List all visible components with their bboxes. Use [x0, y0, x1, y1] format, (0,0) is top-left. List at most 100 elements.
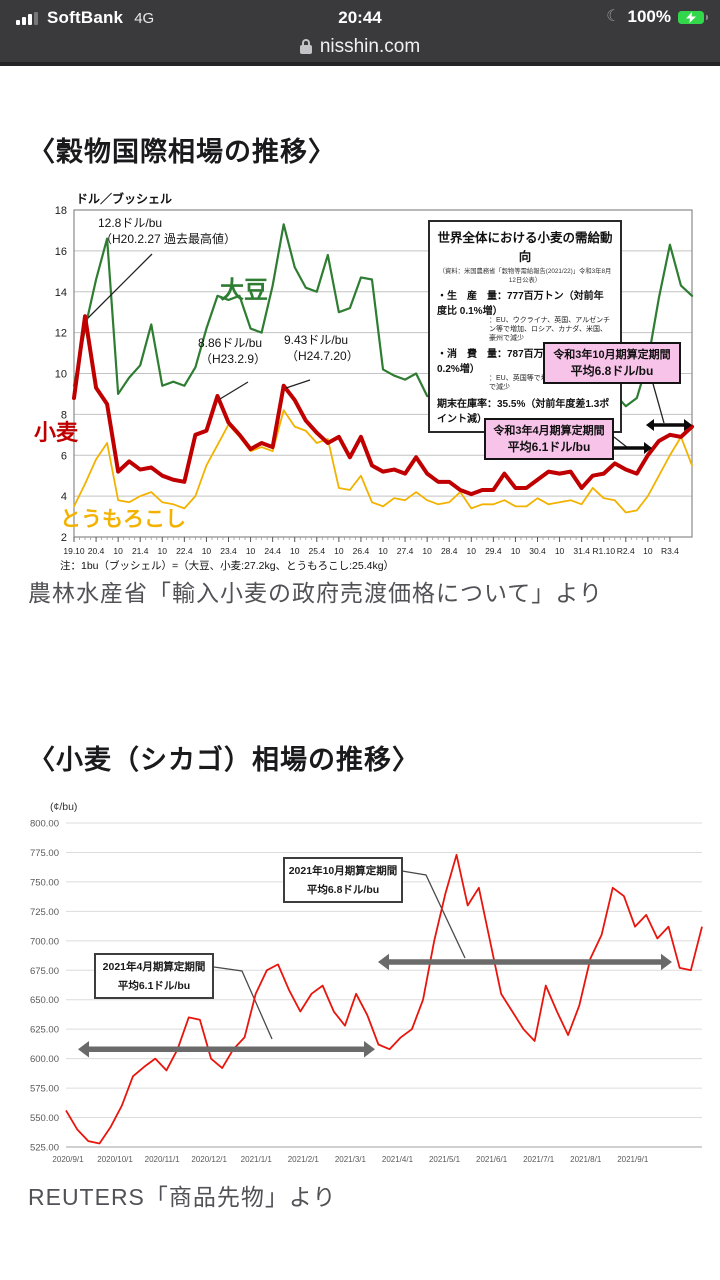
svg-text:10: 10 — [290, 546, 300, 556]
infobox-production: ・生 産 量：777百万トン（対前年度比 0.1%増） — [437, 291, 604, 317]
svg-text:注：1bu（ブッシェル）=（大豆、小麦:27.2kg、とうも: 注：1bu（ブッシェル）=（大豆、小麦:27.2kg、とうもろこし:25.4kg… — [60, 559, 394, 572]
svg-text:20.4: 20.4 — [88, 546, 105, 556]
infobox-production-detail: ：EU、ウクライナ、英国、アルゼンチン等で増加、ロシア、カナダ、米国、豪州で減少 — [489, 317, 611, 342]
svg-text:2020/10/1: 2020/10/1 — [97, 1155, 133, 1164]
svg-text:10: 10 — [511, 546, 521, 556]
svg-text:2021/5/1: 2021/5/1 — [429, 1155, 461, 1164]
svg-text:550.00: 550.00 — [30, 1113, 59, 1124]
svg-text:800.00: 800.00 — [30, 819, 59, 830]
svg-text:14: 14 — [55, 287, 67, 299]
svg-text:31.4: 31.4 — [573, 546, 590, 556]
svg-text:10: 10 — [55, 369, 67, 381]
svg-text:8: 8 — [61, 409, 67, 421]
svg-text:625.00: 625.00 — [30, 1025, 59, 1036]
svg-text:2021/1/1: 2021/1/1 — [241, 1155, 273, 1164]
wheat-supply-demand-infobox: 世界全体における小麦の需給動向 （資料：米国農務省「穀物等需給報告(2021/2… — [428, 220, 622, 433]
svg-text:2021/9/1: 2021/9/1 — [617, 1155, 649, 1164]
clock: 20:44 — [338, 8, 382, 27]
focus-moon-icon: ☾ — [606, 8, 621, 25]
svg-text:4: 4 — [61, 491, 67, 503]
svg-text:650.00: 650.00 — [30, 995, 59, 1006]
svg-text:2021/4/1: 2021/4/1 — [382, 1155, 414, 1164]
svg-text:24.4: 24.4 — [264, 546, 281, 556]
svg-text:ドル／ブッシェル: ドル／ブッシェル — [76, 192, 172, 206]
svg-text:10: 10 — [378, 546, 388, 556]
period-box-oct-r3: 令和3年10月期算定期間 平均6.8ドル/bu — [543, 342, 681, 384]
grain-international-chart: 2 4 6 8 10 12 14 16 18 ドル／ブッシェル 19.10 20.4 10 21.4 10 2… — [20, 192, 700, 580]
svg-text:21.4: 21.4 — [132, 546, 149, 556]
svg-text:725.00: 725.00 — [30, 907, 59, 918]
svg-text:10: 10 — [113, 546, 123, 556]
carrier-label: SoftBank — [47, 8, 124, 27]
period-box-2021-apr: 2021年4月期算定期間 平均6.1ドル/bu — [94, 953, 214, 999]
battery-charging-icon — [678, 10, 708, 24]
status-right: ☾ 100% — [606, 7, 708, 27]
chicago-chart-svg: 800.00 775.00 750.00 725.00 700.00 675.00 650.… — [30, 801, 703, 1164]
svg-text:27.4: 27.4 — [397, 546, 414, 556]
svg-text:25.4: 25.4 — [309, 546, 326, 556]
svg-text:675.00: 675.00 — [30, 966, 59, 977]
status-bar-row: SoftBank 4G 20:44 ☾ 100% — [0, 0, 720, 34]
annotation-h24-peak: 9.43ドル/bu （H24.7.20） — [284, 333, 359, 363]
annotation-h23-peak: 8.86ドル/bu （H23.2.9） — [198, 336, 267, 366]
svg-text:750.00: 750.00 — [30, 877, 59, 888]
period-box-apr-r3: 令和3年4月期算定期間 平均6.1ドル/bu — [484, 418, 614, 460]
svg-text:10: 10 — [422, 546, 432, 556]
svg-text:18: 18 — [55, 205, 67, 217]
svg-text:10: 10 — [334, 546, 344, 556]
status-bar: SoftBank 4G 20:44 ☾ 100% nisshin.com — [0, 0, 720, 66]
svg-text:22.4: 22.4 — [176, 546, 193, 556]
svg-text:2: 2 — [61, 532, 67, 544]
svg-text:2021/7/1: 2021/7/1 — [523, 1155, 555, 1164]
section-title-wheat-chicago: 〈小麦（シカゴ）相場の推移〉 — [28, 745, 420, 776]
svg-text:29.4: 29.4 — [485, 546, 502, 556]
svg-text:26.4: 26.4 — [353, 546, 370, 556]
svg-text:525.00: 525.00 — [30, 1143, 59, 1154]
status-left: SoftBank 4G — [16, 8, 154, 28]
svg-text:10: 10 — [467, 546, 477, 556]
chart1-source-caption: 農林水産省「輸入小麦の政府売渡価格について」より — [28, 580, 603, 606]
svg-text:2020/9/1: 2020/9/1 — [52, 1155, 84, 1164]
svg-text:700.00: 700.00 — [30, 936, 59, 947]
svg-text:30.4: 30.4 — [529, 546, 546, 556]
cellular-signal-icon — [16, 11, 38, 25]
svg-text:2020/11/1: 2020/11/1 — [145, 1155, 181, 1164]
svg-text:2020/12/1: 2020/12/1 — [191, 1155, 227, 1164]
wheat-chicago-chart: 800.00 775.00 750.00 725.00 700.00 675.00 650.… — [16, 795, 712, 1187]
svg-text:10: 10 — [246, 546, 256, 556]
svg-text:23.4: 23.4 — [220, 546, 237, 556]
infobox-title: 世界全体における小麦の需給動向 — [437, 231, 613, 264]
svg-text:2021/2/1: 2021/2/1 — [288, 1155, 320, 1164]
svg-text:775.00: 775.00 — [30, 848, 59, 859]
svg-text:600.00: 600.00 — [30, 1054, 59, 1065]
chart2-source-caption: REUTERS「商品先物」より — [28, 1184, 337, 1210]
address-bar[interactable]: nisshin.com — [0, 33, 720, 61]
svg-text:10: 10 — [555, 546, 565, 556]
svg-text:とうもろこし: とうもろこし — [60, 508, 186, 531]
ssl-lock-icon — [299, 39, 312, 54]
svg-text:19.10: 19.10 — [63, 546, 85, 556]
svg-text:R2.4: R2.4 — [617, 546, 635, 556]
svg-text:10: 10 — [158, 546, 168, 556]
svg-text:10: 10 — [643, 546, 653, 556]
svg-text:575.00: 575.00 — [30, 1084, 59, 1095]
annotation-record-high: 12.8ドル/bu （H20.2.27 過去最高値） — [98, 216, 237, 246]
battery-percent: 100% — [627, 7, 671, 26]
svg-text:大豆: 大豆 — [220, 277, 268, 304]
svg-text:12: 12 — [55, 328, 67, 340]
section-title-grain-international: 〈穀物国際相場の推移〉 — [28, 137, 336, 168]
svg-text:R1.10: R1.10 — [592, 546, 615, 556]
url-domain: nisshin.com — [319, 36, 421, 57]
infobox-ending-stocks: 期末在庫率：35.5%（対前年度差1.3ポイント減） — [437, 398, 610, 425]
svg-text:16: 16 — [55, 246, 67, 258]
svg-text:2021/8/1: 2021/8/1 — [570, 1155, 602, 1164]
svg-text:(¢/bu): (¢/bu) — [50, 801, 77, 813]
svg-text:R3.4: R3.4 — [661, 546, 679, 556]
svg-text:2021/6/1: 2021/6/1 — [476, 1155, 508, 1164]
network-type-label: 4G — [134, 9, 155, 27]
svg-text:28.4: 28.4 — [441, 546, 458, 556]
infobox-source: （資料：米国農務省「穀物等需給報告(2021/22)」令和3年8月12日公表） — [438, 268, 612, 284]
svg-text:6: 6 — [61, 450, 67, 462]
period-box-2021-oct: 2021年10月期算定期間 平均6.8ドル/bu — [283, 857, 403, 903]
